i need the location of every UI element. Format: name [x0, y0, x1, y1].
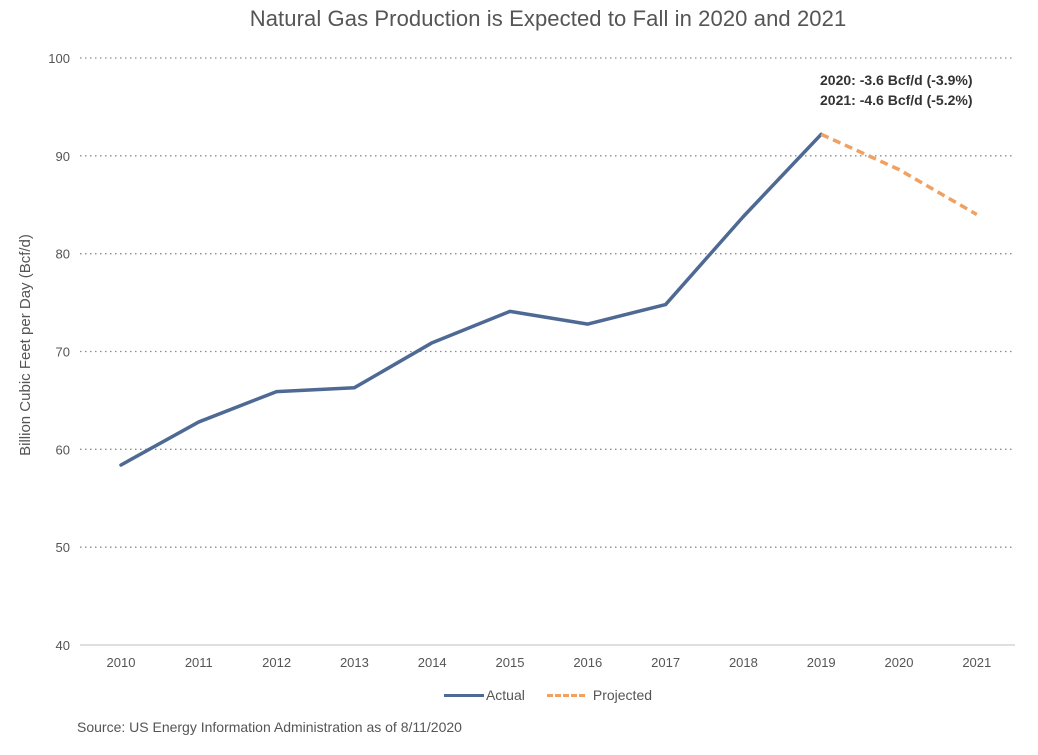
annotation-2020: 2020: -3.6 Bcf/d (-3.9%): [820, 72, 973, 88]
x-tick-label: 2011: [185, 655, 213, 670]
series-lines: [119, 132, 978, 467]
x-tick-label: 2021: [962, 655, 991, 670]
x-tick-label: 2013: [340, 655, 369, 670]
y-tick-label: 40: [56, 638, 70, 653]
x-tick-labels: 2010 2011 2012 2013 2014 2015 2016 2017 2018 2019…: [107, 655, 992, 670]
legend-label-actual: Actual: [485, 687, 525, 703]
x-tick-label: 2018: [729, 655, 758, 670]
x-tick-label: 2017: [651, 655, 680, 670]
y-tick-label: 100: [48, 51, 70, 66]
y-tick-labels: 40 50 60 70 80 90 100: [48, 51, 70, 653]
x-tick-label: 2016: [573, 655, 602, 670]
x-tick-label: 2015: [496, 655, 525, 670]
y-tick-label: 70: [56, 345, 70, 360]
legend-item-projected: Projected: [546, 687, 653, 703]
legend-swatch-projected: [546, 693, 585, 697]
x-tick-label: 2019: [807, 655, 836, 670]
series-line-projected: [820, 132, 978, 217]
y-tick-label: 80: [56, 247, 70, 262]
x-tick-label: 2020: [885, 655, 914, 670]
legend-label-projected: Projected: [592, 687, 653, 703]
chart-title: Natural Gas Production is Expected to Fa…: [249, 6, 847, 31]
legend-swatch-actual: [443, 693, 484, 697]
y-axis-label: Billion Cubic Feet per Day (Bcf/d): [17, 234, 34, 456]
gridlines: [80, 57, 1015, 646]
y-tick-label: 60: [56, 442, 70, 457]
legend-item-actual: Actual: [443, 687, 525, 703]
y-tick-label: 50: [56, 540, 70, 555]
source-note: Source: US Energy Information Administra…: [77, 719, 462, 735]
y-tick-label: 90: [56, 149, 70, 164]
x-tick-label: 2014: [418, 655, 447, 670]
legend: Actual Projected: [0, 687, 1038, 703]
x-tick-label: 2012: [262, 655, 291, 670]
series-line-actual: [119, 132, 823, 467]
annotation-2021: 2021: -4.6 Bcf/d (-5.2%): [820, 92, 973, 108]
x-tick-label: 2010: [107, 655, 136, 670]
